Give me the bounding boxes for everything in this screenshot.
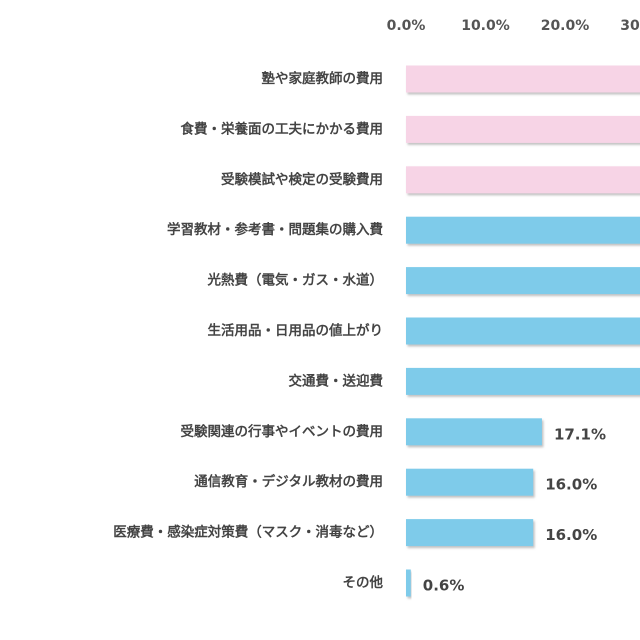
category-label: 学習教材・参考書・問題集の購入費 [167,221,383,238]
category-label: 受験模試や検定の受験費用 [221,171,383,188]
category-label: 医療費・感染症対策費（マスク・消毒など） [113,524,383,541]
bar [406,418,542,446]
bar [406,267,640,295]
bar [406,115,640,143]
bar [406,166,640,194]
value-label: 0.6% [423,577,465,595]
category-label: 通信教育・デジタル教材の費用 [194,473,383,490]
bar [406,519,534,547]
bar [406,317,640,345]
bar [406,65,640,93]
x-tick-label: 0.0% [387,18,426,34]
x-tick-label: 30.0% [620,18,640,34]
category-label: 光熱費（電気・ガス・水道） [207,272,384,289]
category-label: 交通費・送迎費 [289,372,384,389]
bar [406,367,640,395]
value-label: 17.1% [554,425,606,443]
value-label: 16.0% [545,476,597,494]
category-label: 生活用品・日用品の値上がり [208,322,384,339]
bar [406,468,534,496]
category-label: その他 [343,574,384,591]
bar [406,569,411,597]
bar [406,216,640,244]
category-label: 食費・栄養面の工夫にかかる費用 [181,120,384,137]
category-label: 受験関連の行事やイベントの費用 [181,423,384,440]
x-tick-label: 20.0% [541,18,590,34]
x-tick-label: 10.0% [461,18,510,34]
value-label: 16.0% [545,526,597,544]
category-label: 塾や家庭教師の費用 [262,70,384,87]
